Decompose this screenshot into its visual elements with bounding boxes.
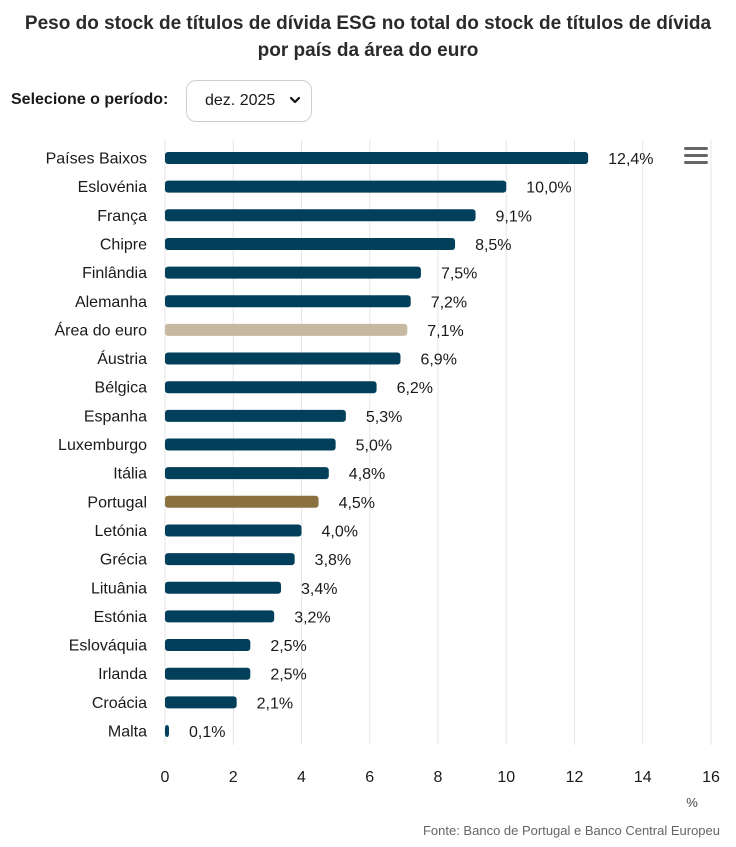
- category-label: Itália: [113, 466, 147, 483]
- bar[interactable]: [165, 381, 377, 394]
- category-label: Grécia: [100, 552, 147, 569]
- category-label: Portugal: [87, 494, 147, 511]
- bar[interactable]: [165, 180, 507, 193]
- data-label: 0,1%: [189, 724, 225, 741]
- x-tick-label: 4: [297, 769, 306, 786]
- data-label: 2,5%: [270, 638, 306, 655]
- chart-title-line-1: Peso do stock de títulos de dívida ESG n…: [24, 13, 712, 34]
- data-label: 4,8%: [349, 466, 385, 483]
- bar[interactable]: [165, 581, 282, 594]
- category-label: Área do euro: [54, 320, 147, 339]
- bar[interactable]: [165, 352, 401, 365]
- bars: [165, 152, 589, 737]
- data-label: 3,4%: [301, 581, 337, 598]
- category-label: Eslováquia: [69, 638, 147, 655]
- x-tick-label: 16: [702, 769, 720, 786]
- x-tick-label: 14: [634, 769, 652, 786]
- bar[interactable]: [165, 553, 295, 566]
- x-axis-ticks: 0 2 4 6 8 10 12 14 16: [161, 769, 720, 786]
- category-label: Eslovénia: [78, 179, 147, 196]
- data-label: 10,0%: [526, 180, 571, 197]
- source-note: Fonte: Banco de Portugal e Banco Central…: [422, 823, 720, 838]
- data-label: 4,5%: [339, 495, 375, 512]
- category-label: Espanha: [84, 408, 147, 425]
- bar[interactable]: [165, 237, 456, 250]
- data-label: 8,5%: [475, 237, 511, 254]
- data-labels: 12,4% 10,0% 9,1% 8,5% 7,5% 7,2% 7,1% 6,9% 6,2% 5,…: [189, 151, 654, 741]
- period-label: Selecione o período:: [11, 91, 169, 108]
- data-label: 3,8%: [315, 552, 351, 569]
- bar[interactable]: [165, 295, 411, 308]
- chart-title-line-2: por país da área do euro: [257, 40, 479, 61]
- category-label: Croácia: [92, 695, 147, 712]
- x-tick-label: 0: [161, 769, 170, 786]
- x-axis-label: %: [686, 795, 698, 810]
- bar[interactable]: [165, 409, 346, 422]
- data-label: 4,0%: [322, 523, 358, 540]
- bar[interactable]: [165, 209, 476, 222]
- x-tick-label: 6: [365, 769, 374, 786]
- bar[interactable]: [165, 467, 329, 480]
- hamburger-menu-icon[interactable]: [684, 147, 708, 167]
- data-label: 7,1%: [427, 323, 463, 340]
- data-label: 3,2%: [294, 609, 330, 626]
- data-label: 2,1%: [257, 695, 293, 712]
- category-label: Países Baixos: [46, 151, 147, 168]
- data-label: 5,3%: [366, 409, 402, 426]
- bar[interactable]: [165, 725, 169, 737]
- category-label: Malta: [108, 724, 147, 741]
- x-tick-label: 12: [566, 769, 584, 786]
- category-label: Luxemburgo: [58, 437, 147, 454]
- bar[interactable]: [165, 667, 251, 680]
- bar[interactable]: [165, 524, 302, 537]
- bar[interactable]: [165, 696, 237, 709]
- data-label: 6,2%: [397, 380, 433, 397]
- data-label: 5,0%: [356, 438, 392, 455]
- bar[interactable]: [165, 152, 589, 164]
- data-label: 12,4%: [608, 151, 653, 168]
- bar[interactable]: [165, 266, 421, 279]
- category-label: Finlândia: [82, 265, 147, 282]
- category-label: França: [97, 208, 147, 225]
- x-tick-label: 8: [434, 769, 443, 786]
- period-select-value: dez. 2025: [205, 92, 276, 109]
- data-label: 6,9%: [420, 352, 456, 369]
- category-label: Letónia: [95, 523, 148, 540]
- category-label: Lituânia: [91, 580, 147, 597]
- category-label: Estónia: [94, 609, 147, 626]
- bar[interactable]: [165, 495, 319, 508]
- category-label: Áustria: [97, 349, 147, 368]
- category-label: Bélgica: [95, 380, 148, 397]
- bar[interactable]: [165, 323, 408, 336]
- category-labels: Países Baixos Eslovénia França Chipre Finlân…: [46, 151, 147, 741]
- bar-chart: Países Baixos Eslovénia França Chipre Finlân…: [46, 140, 720, 810]
- period-select[interactable]: dez. 2025: [186, 80, 312, 122]
- data-label: 7,2%: [431, 294, 467, 311]
- bar[interactable]: [165, 639, 251, 652]
- category-label: Alemanha: [75, 294, 147, 311]
- data-label: 2,5%: [270, 667, 306, 684]
- chevron-down-icon: [289, 96, 301, 104]
- x-tick-label: 2: [229, 769, 238, 786]
- bar[interactable]: [165, 438, 336, 451]
- category-label: Chipre: [100, 236, 147, 253]
- x-tick-label: 10: [497, 769, 515, 786]
- category-label: Irlanda: [98, 666, 147, 683]
- data-label: 9,1%: [496, 208, 532, 225]
- chart-title: Peso do stock de títulos de dívida ESG n…: [0, 10, 736, 64]
- bar[interactable]: [165, 610, 275, 623]
- data-label: 7,5%: [441, 266, 477, 283]
